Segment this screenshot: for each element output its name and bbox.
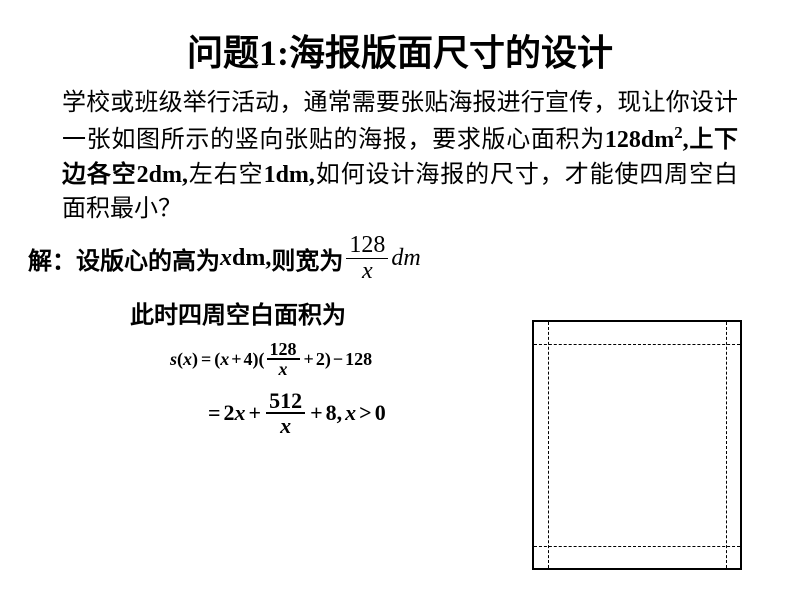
- dash-left: [548, 322, 549, 568]
- dash-top: [534, 344, 740, 345]
- dash-right: [726, 322, 727, 568]
- sol-prefix: 解：设版心的高为: [28, 241, 220, 276]
- eq2-fraction: 512 x: [266, 389, 305, 437]
- area-value: 128dm2: [605, 127, 683, 153]
- solution-line-1: 解：设版心的高为xdm,则宽为 128 x dm: [0, 233, 800, 284]
- margin-tb: 2dm,: [137, 162, 188, 188]
- frac-den: x: [359, 259, 376, 284]
- sol-x: x: [220, 245, 232, 272]
- problem-paragraph: 学校或班级举行活动，通常需要张贴海报进行宣传，现让你设计一张如图所示的竖向张贴的…: [0, 86, 800, 227]
- sol-mid: 则宽为: [271, 241, 343, 276]
- sol-dm1: dm,: [232, 245, 271, 272]
- slide-title: 问题1:海报版面尺寸的设计: [0, 0, 800, 86]
- margin-lr: 1dm,: [264, 162, 315, 188]
- poster-diagram: [532, 320, 742, 570]
- frac-num: 128: [346, 233, 388, 259]
- para-mid2: 左右空: [188, 162, 264, 188]
- eq1-fraction: 128 x: [267, 340, 300, 380]
- dash-bottom: [534, 546, 740, 547]
- fraction-128-over-x: 128 x: [346, 233, 388, 284]
- sol-dm2: dm: [391, 245, 420, 272]
